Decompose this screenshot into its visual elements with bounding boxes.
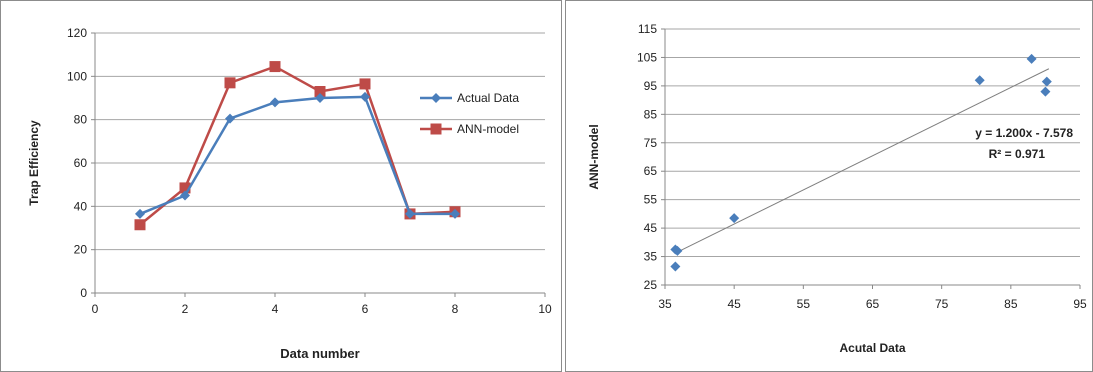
diamond-marker [225, 113, 235, 124]
scatter-point [1040, 86, 1051, 97]
y-tick-label: 45 [644, 221, 658, 235]
diamond-marker [360, 91, 370, 102]
x-tick-label: 65 [866, 297, 880, 311]
scatter-point [1026, 53, 1037, 64]
x-tick-label: 45 [727, 297, 741, 311]
y-tick-label: 65 [644, 164, 658, 178]
square-marker [314, 86, 326, 97]
y-axis-title: Trap Efficiency [27, 120, 41, 206]
x-tick-label: 6 [362, 302, 369, 316]
square-marker [179, 182, 191, 194]
diamond-marker [431, 93, 441, 103]
x-axis-title: Data number [280, 346, 359, 361]
legend: Actual Data ANN-model [420, 91, 519, 136]
series-ann-model [134, 61, 461, 231]
y-tick-label: 60 [74, 156, 88, 170]
scatter-point [729, 213, 740, 224]
series-line [139, 95, 455, 216]
scatter-point [974, 75, 985, 86]
diamond-marker [135, 208, 145, 219]
y-tick-label: 20 [74, 243, 88, 257]
x-tick-label: 4 [272, 302, 279, 316]
scatter-point [1041, 76, 1052, 87]
x-axis-title: Acutal Data [839, 341, 905, 355]
y-tick-label: 120 [67, 26, 87, 40]
x-tick-label: 35 [658, 297, 672, 311]
diamond-marker [405, 208, 415, 219]
legend-label: Actual Data [457, 91, 519, 105]
y-tick-label: 35 [644, 250, 658, 264]
diamond-marker [270, 97, 280, 108]
x-tick-label: 75 [935, 297, 949, 311]
x-tick-label: 2 [182, 302, 189, 316]
square-marker [359, 78, 371, 90]
diamond-marker [450, 208, 460, 219]
series-actual-data [135, 91, 460, 219]
scatter-point [672, 245, 683, 256]
square-marker [430, 123, 442, 135]
y-tick-label: 40 [74, 199, 88, 213]
legend-label: ANN-model [457, 122, 519, 136]
trendline [675, 68, 1050, 254]
x-tick-label: 55 [797, 297, 811, 311]
y-tick-label: 25 [644, 278, 658, 292]
r-squared-label: R² = 0.971 [989, 147, 1046, 161]
y-tick-label: 80 [74, 113, 88, 127]
line-chart-panel: 0 20 40 60 80 100 120 0 2 4 6 8 10 Data number Trap Ef… [0, 0, 562, 372]
y-tick-label: 100 [67, 69, 87, 83]
scatter-point [670, 261, 681, 272]
x-tick-label: 95 [1073, 297, 1087, 311]
scatter-chart-panel: 25 35 45 55 65 75 85 95 105 115 35 45 55 65 75 85 95 Acut… [565, 0, 1093, 372]
diamond-marker [180, 190, 190, 201]
scatter-points [670, 53, 1052, 272]
x-tick-label: 10 [538, 302, 552, 316]
diamond-marker [315, 93, 325, 103]
y-tick-label: 75 [644, 136, 658, 150]
y-axis-title: ANN-model [587, 124, 601, 189]
y-tick-label: 0 [80, 286, 87, 300]
line-chart: 0 20 40 60 80 100 120 0 2 4 6 8 10 Data number Trap Ef… [27, 26, 552, 361]
y-tick-label: 105 [637, 50, 657, 64]
square-marker [224, 77, 236, 89]
x-tick-label: 0 [92, 302, 99, 316]
x-tick-label: 8 [452, 302, 459, 316]
x-tick-label: 85 [1004, 297, 1018, 311]
series-line [139, 65, 456, 226]
y-tick-label: 55 [644, 193, 658, 207]
trendline-equation: y = 1.200x - 7.578 [975, 126, 1073, 140]
square-marker [134, 219, 146, 231]
y-tick-label: 85 [644, 107, 658, 121]
square-marker [269, 61, 281, 73]
y-tick-label: 95 [644, 79, 658, 93]
y-tick-label: 115 [638, 22, 657, 36]
